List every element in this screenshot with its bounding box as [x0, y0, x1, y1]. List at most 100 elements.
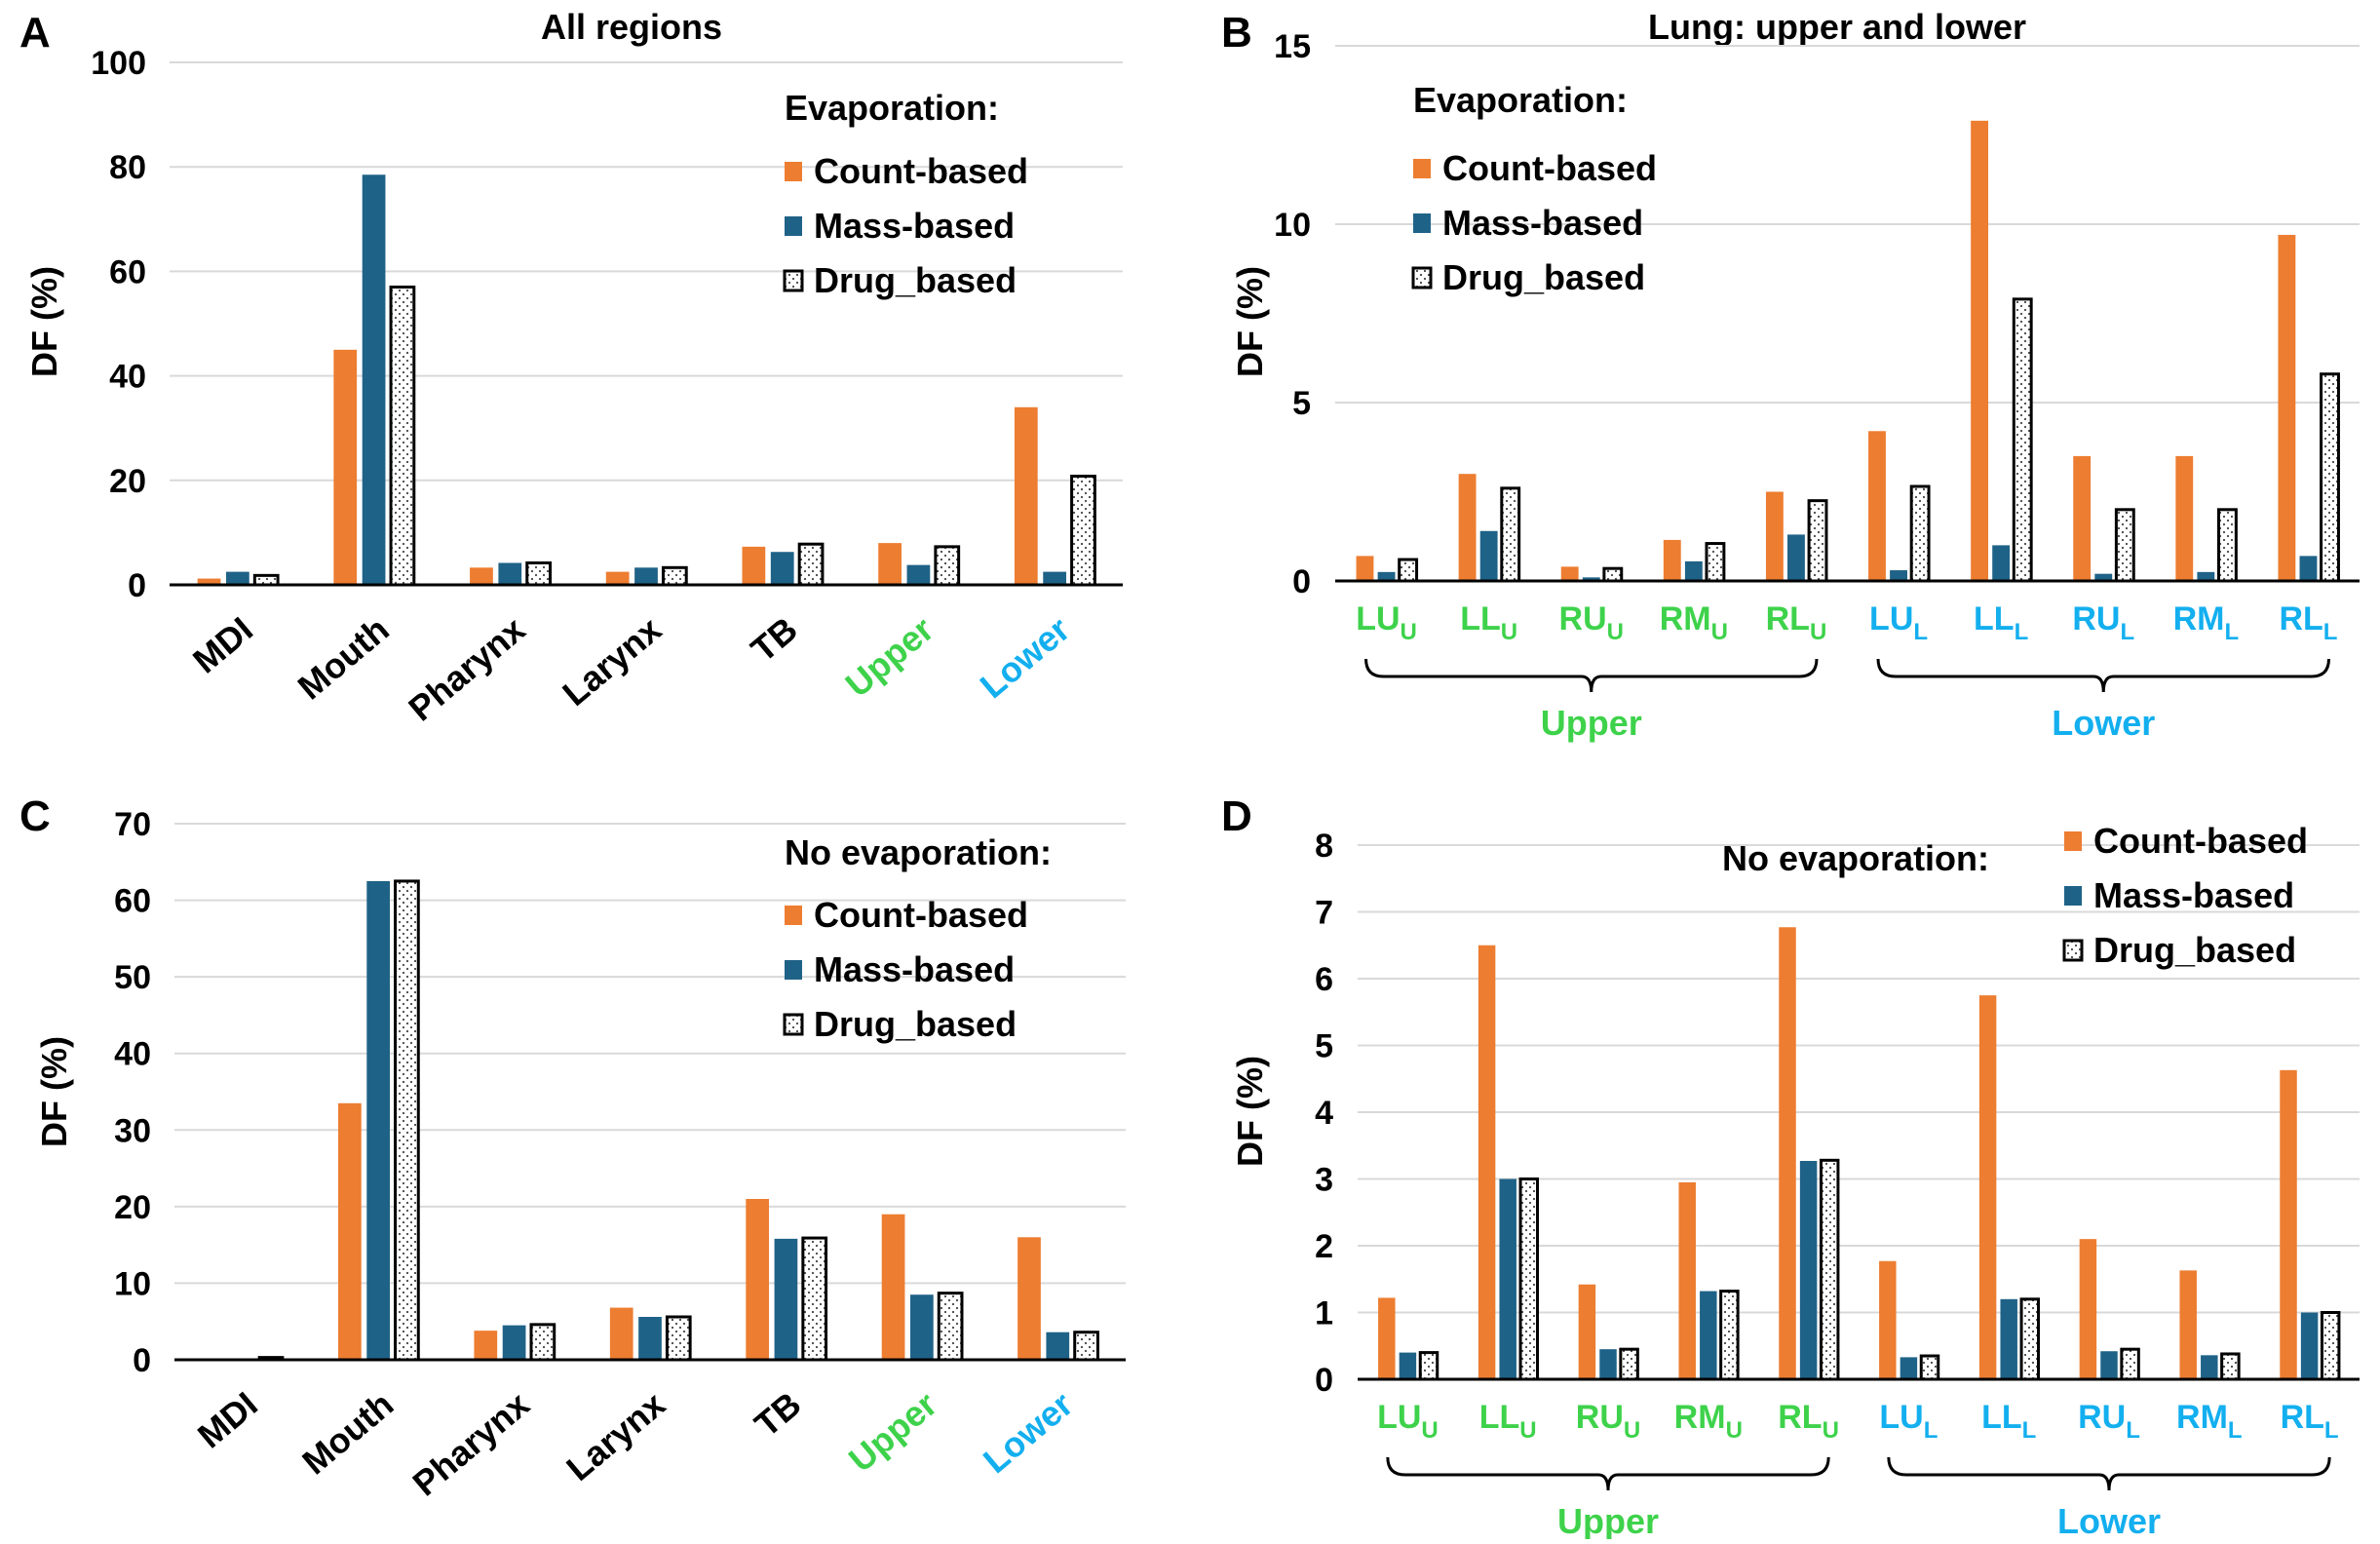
bar-mass-based	[1799, 1161, 1818, 1379]
bar-drug-based	[1070, 475, 1096, 587]
bar-drug-based	[1909, 484, 1931, 583]
x-tick-label: Pharynx	[401, 609, 532, 729]
x-tick-label-main: LU	[1869, 600, 1913, 637]
bar-count-based	[338, 1102, 362, 1360]
legend-swatch	[785, 162, 802, 181]
group-label: Upper	[1541, 703, 1642, 743]
y-tick-label: 80	[109, 149, 146, 186]
legend-swatch	[2064, 831, 2082, 851]
bar-mass-based	[2300, 1312, 2319, 1379]
x-tick-label-subscript: U	[1501, 619, 1517, 645]
x-tick-label: TB	[744, 609, 805, 670]
x-tick-label: TB	[747, 1384, 808, 1445]
y-tick-label: 10	[114, 1265, 151, 1302]
y-axis-label: DF (%)	[1230, 1056, 1270, 1167]
bar-count-based	[1678, 1181, 1696, 1379]
x-tick-label: LLU	[1460, 600, 1517, 645]
bar-drug-based	[2120, 1347, 2140, 1381]
x-tick-label-main: RM	[2176, 1399, 2228, 1436]
x-tick-label-subscript: L	[2224, 619, 2239, 645]
bar-count-based	[2175, 455, 2194, 581]
panel-letter: D	[1221, 792, 1252, 840]
bar-count-based	[742, 546, 766, 585]
y-axis-label: DF (%)	[34, 1036, 74, 1147]
bar-drug-based	[2216, 508, 2238, 583]
x-tick-label: RLL	[2281, 1399, 2339, 1444]
x-tick-label: LUL	[1879, 1399, 1938, 1444]
x-tick-label-subscript: U	[1823, 1417, 1839, 1444]
bar-mass-based	[1043, 571, 1067, 585]
bar-count-based	[2073, 455, 2092, 581]
y-tick-label: 0	[133, 1342, 151, 1379]
x-tick-label-subscript: L	[2015, 619, 2029, 645]
legend-title: No evaporation:	[1722, 838, 1989, 878]
y-tick-label: 5	[1292, 385, 1311, 422]
y-tick-label: 1	[1315, 1295, 1333, 1332]
legend-label: Mass-based	[814, 206, 1015, 246]
bar-mass-based	[225, 571, 250, 585]
x-tick-label-subscript: U	[1711, 619, 1728, 645]
legend-label: Count-based	[2093, 821, 2308, 861]
legend-swatch	[783, 1013, 804, 1036]
y-tick-label: 100	[91, 45, 146, 82]
bar-mass-based	[362, 174, 386, 586]
x-tick-label-subscript: U	[1421, 1417, 1438, 1444]
group-label: Lower	[2057, 1501, 2161, 1539]
bar-count-based	[1765, 491, 1784, 581]
legend-title: Evaporation:	[1413, 80, 1628, 120]
bar-count-based	[2079, 1239, 2097, 1379]
bar-mass-based	[1046, 1332, 1070, 1360]
y-tick-label: 10	[1274, 207, 1311, 244]
bar-drug-based	[2012, 297, 2033, 583]
y-tick-label: 4	[1315, 1095, 1333, 1132]
x-tick-label-subscript: U	[1607, 619, 1624, 645]
bar-mass-based	[1582, 577, 1600, 581]
group-brace	[1386, 1456, 1830, 1491]
x-tick-label-subscript: L	[1913, 619, 1928, 645]
x-tick-label: LLL	[1981, 1399, 2036, 1444]
legend-label: Drug_based	[814, 1004, 1017, 1044]
bar-count-based	[878, 543, 902, 585]
x-tick-label: LLU	[1479, 1399, 1537, 1444]
x-tick-label-subscript: U	[1401, 619, 1417, 645]
bar-drug-based	[2114, 508, 2135, 583]
bar-drug-based	[1518, 1177, 1540, 1381]
x-tick-label-main: RL	[1778, 1399, 1822, 1436]
bar-mass-based	[1479, 530, 1498, 581]
y-tick-label: 3	[1315, 1162, 1333, 1199]
y-axis-label: DF (%)	[1230, 266, 1270, 377]
x-tick-label-main: RM	[2173, 600, 2225, 637]
bar-mass-based	[2201, 1355, 2218, 1379]
bar-mass-based	[1599, 1349, 1617, 1379]
bar-drug-based	[934, 545, 961, 587]
x-tick-label: RUL	[2078, 1399, 2140, 1444]
x-tick-label-subscript: L	[1924, 1417, 1939, 1444]
bar-count-based	[1971, 120, 1989, 582]
bar-drug-based	[801, 1236, 828, 1362]
bar-count-based	[1356, 556, 1374, 581]
y-tick-label: 7	[1315, 895, 1333, 932]
bar-mass-based	[1499, 1178, 1516, 1379]
y-tick-label: 20	[109, 463, 146, 500]
chart-title: All regions	[541, 7, 722, 47]
x-tick-label: MDI	[185, 609, 260, 681]
y-tick-label: 60	[114, 883, 151, 920]
x-tick-label-subscript: U	[1519, 1417, 1536, 1444]
bar-count-based	[333, 349, 358, 585]
bar-drug-based	[529, 1323, 557, 1362]
legend-swatch	[1413, 213, 1431, 233]
group-brace	[1876, 658, 2330, 693]
legend-swatch	[1413, 159, 1431, 178]
bar-count-based	[1478, 945, 1496, 1379]
x-tick-label: Upper	[841, 1384, 944, 1480]
bar-mass-based	[498, 562, 522, 585]
x-tick-label-main: LU	[1879, 1399, 1923, 1436]
bar-mass-based	[770, 552, 794, 585]
bar-drug-based	[1073, 1331, 1099, 1362]
bar-drug-based	[389, 285, 416, 587]
x-tick-label: RUU	[1559, 600, 1624, 645]
x-tick-label-main: RU	[1559, 600, 1607, 637]
x-tick-label-main: RL	[2279, 600, 2322, 637]
